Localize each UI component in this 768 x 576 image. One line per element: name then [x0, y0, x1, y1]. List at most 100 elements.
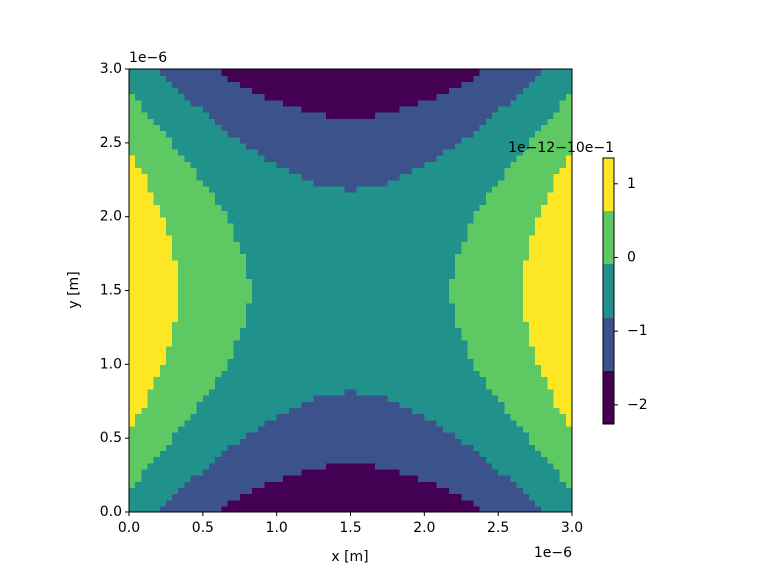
contour-cell — [541, 364, 548, 372]
contour-cell — [338, 161, 345, 169]
contour-cell — [221, 475, 229, 482]
contour-cell — [467, 259, 475, 267]
contour-cell — [196, 505, 204, 513]
contour-cell — [202, 487, 210, 495]
contour-cell — [368, 259, 376, 267]
contour-cell — [196, 425, 204, 433]
contour-cell — [467, 419, 475, 427]
contour-cell — [350, 358, 358, 365]
contour-cell — [258, 438, 265, 445]
contour-cell — [153, 222, 161, 230]
contour-cell — [264, 161, 272, 169]
contour-cell — [535, 112, 542, 119]
contour-cell — [239, 481, 247, 488]
contour-cell — [368, 345, 376, 353]
contour-cell — [313, 167, 321, 175]
contour-cell — [442, 259, 450, 267]
contour-cell — [522, 505, 530, 513]
contour-cell — [362, 376, 370, 384]
contour-cell — [295, 321, 302, 329]
contour-cell — [227, 382, 235, 390]
contour-cell — [387, 241, 395, 249]
contour-cell — [301, 450, 309, 458]
contour-cell — [375, 167, 382, 175]
contour-cell — [135, 481, 142, 488]
contour-cell — [405, 308, 413, 316]
contour-cell — [356, 259, 364, 267]
contour-cell — [252, 290, 259, 298]
contour-cell — [448, 247, 456, 255]
contour-cell — [541, 167, 548, 175]
contour-cell — [227, 475, 235, 482]
contour-cell — [165, 345, 173, 353]
contour-cell — [461, 161, 469, 169]
contour-cell — [547, 259, 555, 267]
contour-cell — [245, 475, 253, 482]
contour-cell — [270, 259, 278, 267]
contour-cell — [141, 321, 149, 329]
contour-cell — [455, 339, 462, 347]
contour-cell — [221, 278, 229, 285]
contour-cell — [202, 228, 210, 236]
contour-cell — [141, 364, 149, 372]
contour-cell — [473, 468, 481, 476]
contour-cell — [375, 222, 382, 230]
contour-cell — [332, 93, 339, 101]
contour-cell — [492, 308, 499, 316]
contour-cell — [147, 339, 155, 347]
contour-cell — [467, 290, 475, 298]
contour-cell — [147, 278, 155, 285]
contour-cell — [172, 370, 179, 378]
contour-cell — [258, 247, 265, 255]
contour-cell — [332, 302, 339, 310]
contour-cell — [498, 228, 505, 236]
contour-cell — [344, 99, 352, 107]
contour-cell — [344, 284, 352, 292]
contour-cell — [301, 468, 309, 476]
contour-cell — [381, 179, 389, 187]
contour-cell — [368, 333, 376, 341]
contour-cell — [442, 112, 450, 119]
contour-cell — [301, 321, 309, 329]
contour-cell — [147, 210, 155, 218]
contour-cell — [147, 118, 155, 125]
contour-cell — [325, 253, 333, 261]
contour-cell — [516, 327, 524, 335]
contour-cell — [165, 112, 173, 119]
contour-cell — [442, 235, 450, 242]
contour-cell — [498, 259, 505, 267]
contour-cell — [547, 315, 555, 322]
contour-cell — [528, 456, 536, 464]
contour-cell — [239, 327, 247, 335]
contour-cell — [368, 272, 376, 279]
contour-cell — [362, 112, 370, 119]
contour-cell — [350, 438, 358, 445]
contour-cell — [535, 321, 542, 329]
contour-cell — [165, 173, 173, 181]
contour-cell — [356, 192, 364, 199]
contour-cell — [399, 118, 407, 125]
contour-cell — [307, 444, 315, 452]
contour-cell — [196, 204, 204, 212]
contour-cell — [196, 475, 204, 482]
contour-cell — [350, 462, 358, 470]
contour-cell — [504, 235, 512, 242]
contour-cell — [307, 425, 315, 433]
contour-cell — [239, 259, 247, 267]
contour-cell — [313, 192, 321, 199]
contour-cell — [541, 179, 548, 187]
contour-cell — [202, 388, 210, 396]
contour-cell — [288, 419, 296, 427]
contour-cell — [381, 222, 389, 230]
contour-cell — [541, 302, 548, 310]
contour-cell — [172, 118, 179, 125]
contour-cell — [313, 210, 321, 218]
contour-cell — [295, 112, 302, 119]
contour-cell — [498, 222, 505, 230]
contour-cell — [498, 413, 505, 421]
contour-cell — [479, 438, 487, 445]
contour-cell — [276, 505, 284, 513]
contour-cell — [473, 462, 481, 470]
contour-cell — [227, 456, 235, 464]
contour-cell — [553, 388, 561, 396]
